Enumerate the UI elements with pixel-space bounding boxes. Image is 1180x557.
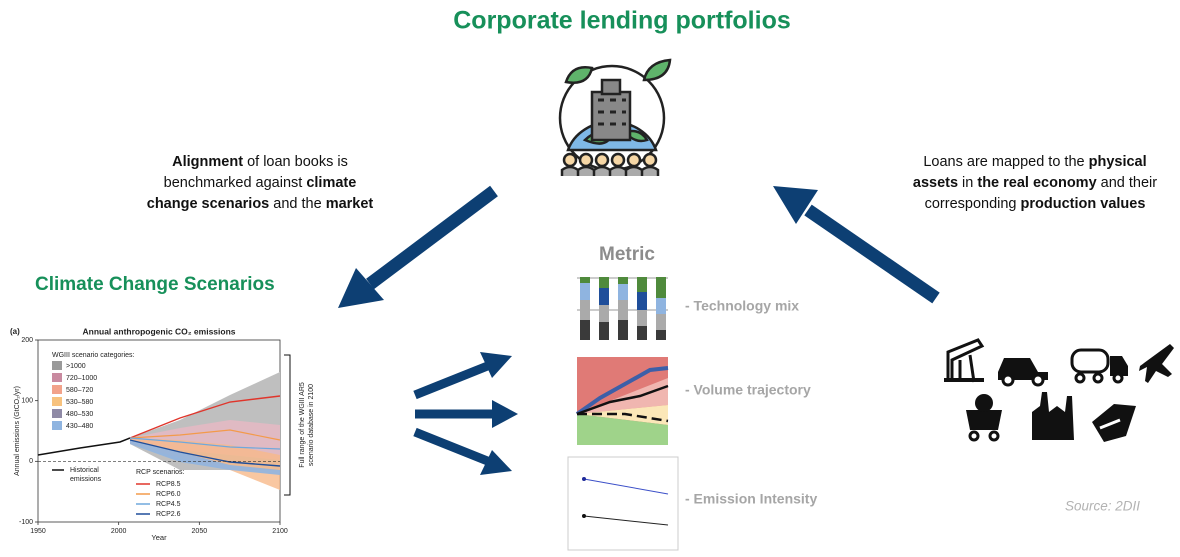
text-run: Loans are mapped to the bbox=[923, 154, 1088, 170]
bold-text: physical bbox=[1089, 154, 1147, 170]
legend-label: RCP2.6 bbox=[156, 511, 181, 518]
emission-intensity-thumbnail bbox=[568, 457, 678, 550]
arrow bbox=[415, 352, 518, 475]
x-tick-label: 2050 bbox=[192, 528, 208, 535]
scenarios-title: Climate Change Scenarios bbox=[35, 274, 275, 295]
legend-label: RCP8.5 bbox=[156, 481, 181, 488]
metric-title: Metric bbox=[599, 244, 655, 265]
bold-text: market bbox=[326, 196, 374, 212]
text-run: corresponding bbox=[925, 196, 1021, 212]
legend-label: Historical emissions bbox=[70, 467, 102, 483]
bracket-label: Full range of the WGIII AR5 bbox=[299, 382, 306, 468]
metric-item: - Volume trajectory bbox=[685, 382, 811, 398]
text-run: of loan books is bbox=[243, 154, 348, 170]
legend-title: WGIII scenario categories: bbox=[52, 352, 135, 359]
bold-text: assets bbox=[913, 175, 958, 191]
legend-label: 580–720 bbox=[66, 387, 93, 394]
x-tick-label: 2000 bbox=[111, 528, 127, 535]
y-tick-label: -100 bbox=[19, 519, 33, 526]
y-tick-label: 100 bbox=[21, 398, 33, 405]
bold-text: production values bbox=[1021, 196, 1146, 212]
text-run: benchmarked against bbox=[164, 175, 307, 191]
y-axis-label: Annual emissions (GtCO₂/yr) bbox=[14, 386, 21, 476]
diagram: Corporate lending portfolios Alignment o… bbox=[0, 0, 1180, 557]
bracket-label: scenario database in 2100 bbox=[308, 384, 315, 466]
text-run: in bbox=[958, 175, 977, 191]
range-bracket bbox=[284, 355, 290, 495]
legend-label: 720–1000 bbox=[66, 375, 97, 382]
portfolio-icon bbox=[560, 60, 670, 176]
technology-mix-thumbnail bbox=[577, 277, 668, 340]
legend-label: Historical bbox=[70, 467, 99, 474]
title: Corporate lending portfolios bbox=[453, 7, 791, 35]
legend-label: 430–480 bbox=[66, 423, 93, 430]
scenario-chart: (a) Annual anthropogenic CO₂ emissions -… bbox=[10, 326, 315, 542]
legend-label: emissions bbox=[70, 476, 102, 483]
metric-item: - Emission Intensity bbox=[685, 491, 817, 507]
y-tick-label: 200 bbox=[21, 337, 33, 344]
bold-text: Alignment bbox=[172, 154, 243, 170]
chart-title: Annual anthropogenic CO₂ emissions bbox=[82, 326, 235, 336]
legend-swatch bbox=[52, 361, 62, 370]
alignment-text: Alignment of loan books is benchmarked ag… bbox=[147, 154, 374, 212]
x-tick-label: 1950 bbox=[30, 528, 46, 535]
metric-item: - Technology mix bbox=[685, 298, 799, 314]
bold-text: climate bbox=[306, 175, 356, 191]
legend-label: RCP4.5 bbox=[156, 501, 181, 508]
legend-swatch bbox=[52, 409, 62, 418]
source: Source: 2DII bbox=[1065, 499, 1140, 514]
legend-swatch bbox=[52, 385, 62, 394]
bold-text: the real economy bbox=[977, 175, 1096, 191]
text-run: and the bbox=[269, 196, 325, 212]
legend-title: RCP scenarios: bbox=[136, 469, 185, 476]
legend-label: >1000 bbox=[66, 363, 86, 370]
legend-label: 530–580 bbox=[66, 399, 93, 406]
x-axis-label: Year bbox=[151, 533, 167, 542]
legend-label: RCP6.0 bbox=[156, 491, 181, 498]
text-run: and their bbox=[1097, 175, 1158, 191]
bold-text: change scenarios bbox=[147, 196, 270, 212]
legend-swatch bbox=[52, 373, 62, 382]
legend-label: 480–530 bbox=[66, 411, 93, 418]
volume-trajectory-thumbnail bbox=[577, 357, 668, 445]
sector-icons bbox=[944, 340, 1174, 442]
legend-swatch bbox=[52, 421, 62, 430]
panel-label: (a) bbox=[10, 327, 20, 336]
y-tick-label: 0 bbox=[29, 458, 33, 465]
x-tick-label: 2100 bbox=[272, 528, 288, 535]
mapping-text: Loans are mapped to the physical assets i… bbox=[913, 154, 1157, 212]
legend-swatch bbox=[52, 397, 62, 406]
